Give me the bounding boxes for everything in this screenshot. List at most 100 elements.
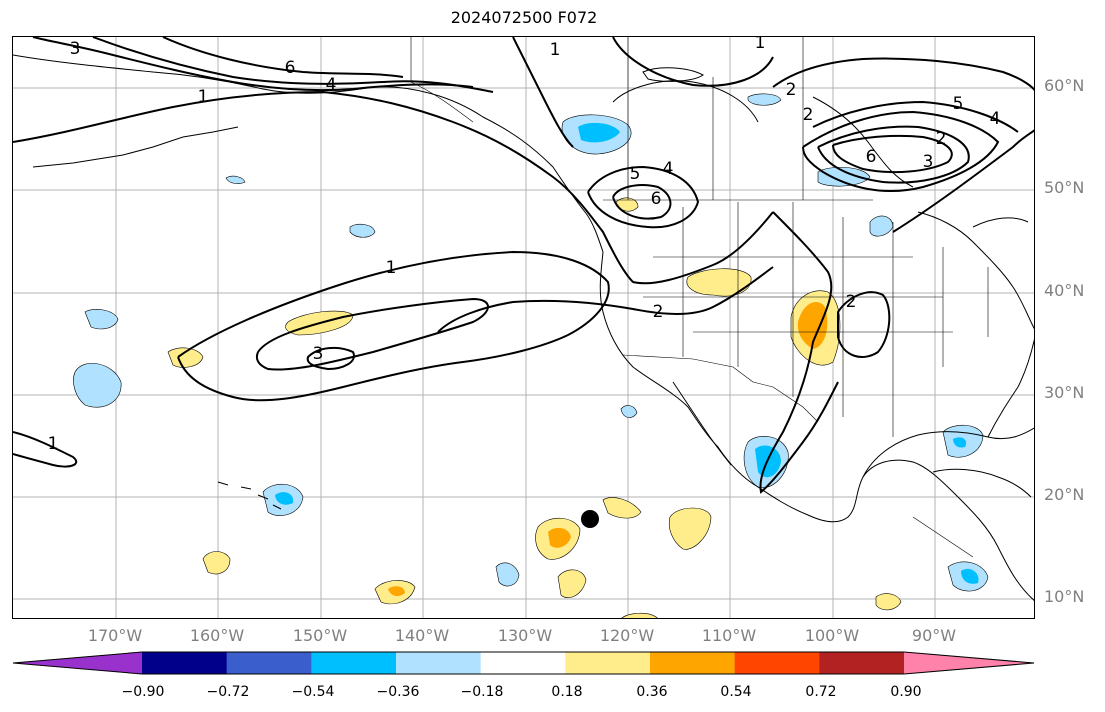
coast-hawaii — [217, 481, 282, 510]
colorbar-segment — [480, 652, 566, 674]
colorbar-segment — [734, 652, 820, 674]
lon-label: 150°W — [292, 626, 348, 645]
pos-area-gulf-coast — [875, 593, 902, 611]
contour-1-main — [13, 90, 774, 285]
neg-area-baja — [620, 405, 638, 418]
coast-gulf — [862, 427, 1034, 478]
colorbar-tick-label: −0.54 — [291, 684, 335, 700]
lat-label: 50°N — [1044, 178, 1085, 197]
contour-label: 3 — [923, 152, 934, 172]
pos-area-hawaii-south — [202, 551, 231, 575]
map-title: 2024072500 F072 — [450, 8, 598, 27]
contour-label: 6 — [285, 58, 296, 78]
contour-label: 2 — [936, 129, 947, 149]
contour-label: 4 — [990, 109, 1001, 129]
border-us-mexico — [622, 354, 819, 423]
contour-3-small — [306, 346, 355, 371]
contour-2-arc — [759, 211, 839, 494]
neg-area-hudson-north — [747, 93, 782, 106]
contour-2-loop — [837, 291, 891, 358]
lon-label: 110°W — [701, 626, 757, 645]
contour-1-west — [13, 431, 78, 468]
neg-area-hudson-core — [578, 122, 620, 143]
contour-5-east — [817, 125, 970, 184]
lat-label: 20°N — [1044, 485, 1085, 504]
pos-area-rockies — [686, 268, 752, 297]
colorbar-tick-label: 0.18 — [551, 684, 583, 700]
contour-label: 6 — [651, 189, 662, 209]
colorbar — [12, 651, 1035, 675]
colorbar-segment — [226, 652, 312, 674]
contour-1-hudson — [612, 37, 774, 87]
coast-aleutian-chain — [32, 126, 239, 168]
gridlines — [13, 37, 1034, 618]
contour-label: 1 — [386, 258, 397, 278]
colorbar-tick-label: 0.54 — [720, 684, 752, 700]
contour-3-east — [812, 100, 1019, 133]
contour-lines — [13, 37, 1034, 494]
map-canvas: 1 1 1 1 1 2 2 2 2 2 3 3 3 4 4 4 5 5 6 6 … — [13, 37, 1034, 618]
lat-label: 30°N — [1044, 383, 1085, 402]
coast-cuba — [932, 468, 1032, 498]
border-central-america — [912, 516, 974, 558]
colorbar-tick-label: 0.36 — [636, 684, 668, 700]
lat-label: 40°N — [1044, 281, 1085, 300]
positive-anomaly-shading — [167, 197, 902, 618]
neg-area-canada-east — [817, 167, 871, 187]
contour-label: 1 — [198, 87, 209, 107]
coast-baja — [672, 381, 732, 466]
colorbar-extend-max — [904, 652, 1034, 674]
contour-3-alaska — [32, 37, 474, 92]
coast-hudson-island — [642, 67, 704, 82]
colorbar-tick-label: −0.36 — [376, 684, 420, 700]
colorbar-extend-min — [13, 652, 142, 674]
contour-label: 1 — [48, 434, 59, 454]
contour-label: 2 — [786, 80, 797, 100]
coast-west-us — [599, 251, 1034, 601]
colorbar-tick-label: 0.72 — [805, 684, 837, 700]
contour-label: 5 — [630, 164, 641, 184]
contour-label: 1 — [550, 40, 561, 60]
neg-area-hawaii-core — [275, 492, 294, 505]
lon-label: 140°W — [394, 626, 450, 645]
contour-label: 2 — [653, 302, 664, 322]
colorbar-segment — [311, 652, 397, 674]
contour-1-north — [512, 37, 574, 148]
pos-area-far-south-core — [388, 586, 405, 597]
neg-area-west-pacific-small — [84, 309, 119, 330]
neg-area-west-pacific — [73, 363, 122, 408]
contour-4-east — [802, 110, 1000, 193]
pos-area-bottom-edge — [621, 612, 658, 618]
border-canada-provinces — [627, 37, 804, 200]
lon-label: 130°W — [497, 626, 553, 645]
coast-hudson — [612, 80, 759, 123]
coast-nova-scotia — [972, 217, 1029, 228]
contour-2-right — [892, 129, 1034, 233]
colorbar-segment — [142, 652, 228, 674]
location-marker — [581, 510, 599, 528]
neg-area-great-lakes — [869, 215, 894, 237]
lon-label: 120°W — [599, 626, 655, 645]
lon-label: 90°W — [911, 626, 957, 645]
contour-label: 6 — [866, 147, 877, 167]
colorbar-outline — [12, 651, 1035, 675]
colorbar-tick-label: −0.90 — [121, 684, 165, 700]
contour-label: 3 — [70, 39, 81, 59]
colorbar-tick-label: −0.18 — [460, 684, 504, 700]
lon-label: 170°W — [87, 626, 143, 645]
contour-6-east — [832, 134, 953, 174]
negative-anomaly-shading — [73, 93, 989, 592]
contour-label: 4 — [326, 75, 337, 95]
pos-area-pacific-sw-core — [548, 527, 571, 548]
neg-area-pacific-north — [225, 175, 246, 184]
pos-area-near-dot — [602, 497, 642, 519]
coast-east — [917, 211, 1034, 330]
neg-area-gulf-mexico-core — [953, 437, 967, 448]
colorbar-tick-label: −0.72 — [206, 684, 250, 700]
contour-5-center — [587, 165, 700, 229]
contour-label: 2 — [846, 292, 857, 312]
contour-label: 2 — [803, 105, 814, 125]
coast-florida — [987, 338, 1034, 438]
contour-label: 1 — [755, 37, 766, 53]
pos-area-south-pacific — [557, 569, 587, 599]
